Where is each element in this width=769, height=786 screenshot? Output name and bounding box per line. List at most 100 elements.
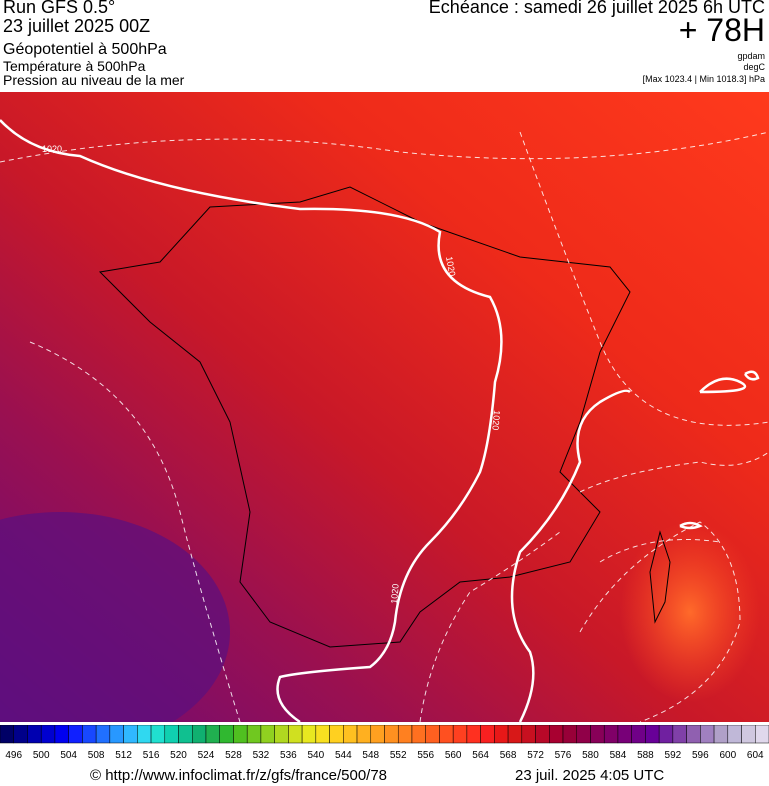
colorbar-label: 544 bbox=[335, 750, 352, 761]
color-swatch bbox=[713, 725, 729, 744]
color-swatch bbox=[411, 725, 426, 744]
color-swatch bbox=[178, 725, 193, 744]
color-swatch bbox=[0, 725, 14, 744]
contour-label: 1020 bbox=[42, 144, 62, 154]
color-swatch bbox=[95, 725, 111, 744]
color-swatch bbox=[109, 725, 124, 744]
colorbar-label: 604 bbox=[747, 750, 764, 761]
color-swatch bbox=[301, 725, 317, 744]
color-swatch bbox=[164, 725, 179, 744]
field: Géopotentiel à 500hPa bbox=[3, 41, 167, 58]
color-swatch bbox=[562, 725, 578, 744]
isotherms bbox=[0, 131, 769, 722]
color-swatch bbox=[480, 725, 495, 744]
color-swatch bbox=[631, 725, 646, 744]
color-swatch bbox=[82, 725, 97, 744]
cold-area bbox=[0, 512, 230, 722]
color-swatch bbox=[233, 725, 248, 744]
color-swatch bbox=[452, 725, 468, 744]
color-swatch bbox=[617, 725, 632, 744]
color-swatch bbox=[123, 725, 138, 744]
colorbar-label: 560 bbox=[445, 750, 462, 761]
colorbar-label: 516 bbox=[143, 750, 160, 761]
source: © http://www.infoclimat.fr/z/gfs/france/… bbox=[90, 767, 388, 784]
color-swatch bbox=[343, 725, 358, 744]
run: Run GFS 0.5° bbox=[3, 0, 116, 17]
map: 1020 1020 1020 1020 bbox=[0, 92, 769, 722]
color-swatch bbox=[535, 725, 550, 744]
color-swatch bbox=[686, 725, 701, 744]
color-swatch bbox=[549, 725, 564, 744]
color-swatch bbox=[603, 725, 619, 744]
field: Température à 500hPa bbox=[3, 58, 146, 74]
color-swatch bbox=[246, 725, 262, 744]
colorbar-label: 548 bbox=[362, 750, 379, 761]
unit: gpdam bbox=[737, 51, 765, 61]
color-swatch bbox=[260, 725, 275, 744]
colorbar-label: 564 bbox=[472, 750, 489, 761]
color-swatch bbox=[439, 725, 454, 744]
colorbar: 496 500 504 508 512 516 520 524 528 532 536 540 544 5… bbox=[0, 725, 769, 761]
colorbar-label: 588 bbox=[637, 750, 654, 761]
color-swatch bbox=[425, 725, 440, 744]
color-swatch bbox=[356, 725, 372, 744]
colorbar-label: 496 bbox=[5, 750, 22, 761]
colorbar-label: 540 bbox=[307, 750, 324, 761]
colorbar-label: 556 bbox=[417, 750, 434, 761]
colorbar-label: 500 bbox=[33, 750, 50, 761]
colorbar-label: 504 bbox=[60, 750, 77, 761]
color-swatch bbox=[274, 725, 289, 744]
color-swatch bbox=[590, 725, 605, 744]
color-swatch bbox=[329, 725, 344, 744]
color-swatch bbox=[68, 725, 83, 744]
color-swatch bbox=[397, 725, 413, 744]
colorbar-label: 508 bbox=[88, 750, 105, 761]
color-swatch bbox=[672, 725, 687, 744]
color-swatch bbox=[205, 725, 220, 744]
contour-label: 1020 bbox=[444, 256, 457, 277]
warm-area bbox=[620, 522, 760, 702]
colorbar-label: 572 bbox=[527, 750, 544, 761]
color-swatch bbox=[27, 725, 42, 744]
run-date: 23 juillet 2025 00Z bbox=[3, 16, 151, 36]
colorbar-label: 536 bbox=[280, 750, 297, 761]
colorbar-label: 528 bbox=[225, 750, 242, 761]
color-swatch bbox=[576, 725, 591, 744]
color-swatch bbox=[741, 725, 756, 744]
unit: degC bbox=[743, 62, 765, 72]
color-swatch bbox=[370, 725, 385, 744]
timestamp: 23 juil. 2025 4:05 UTC bbox=[515, 767, 665, 784]
color-swatch bbox=[315, 725, 330, 744]
colorbar-label: 596 bbox=[692, 750, 709, 761]
color-swatch bbox=[727, 725, 742, 744]
colorbar-label: 568 bbox=[500, 750, 517, 761]
color-swatch bbox=[40, 725, 56, 744]
color-swatch bbox=[54, 725, 69, 744]
range: [Max 1023.4 | Min 1018.3] hPa bbox=[642, 74, 765, 84]
color-swatch bbox=[192, 725, 207, 744]
contour-label: 1020 bbox=[389, 583, 401, 604]
color-swatch bbox=[150, 725, 166, 744]
country-border bbox=[98, 186, 631, 648]
valid-time: Echéance : samedi 26 juillet 2025 6h UTC bbox=[428, 0, 765, 17]
colorbar-label: 580 bbox=[582, 750, 599, 761]
colorbar-label: 584 bbox=[610, 750, 627, 761]
color-swatch bbox=[137, 725, 152, 744]
colorbar-label: 592 bbox=[665, 750, 682, 761]
color-swatch bbox=[219, 725, 234, 744]
contour-label: 1020 bbox=[490, 410, 502, 431]
colorbar-label: 520 bbox=[170, 750, 187, 761]
lead-time: + 78H bbox=[678, 12, 765, 48]
colorbar-label: 576 bbox=[555, 750, 572, 761]
colorbar-label: 524 bbox=[198, 750, 215, 761]
color-swatch bbox=[384, 725, 399, 744]
color-swatch bbox=[645, 725, 660, 744]
colorbar-label: 532 bbox=[253, 750, 270, 761]
color-swatch bbox=[700, 725, 715, 744]
color-swatch bbox=[466, 725, 481, 744]
field: Pression au niveau de la mer bbox=[3, 72, 185, 88]
colorbar-label: 512 bbox=[115, 750, 132, 761]
isobars bbox=[0, 119, 760, 722]
color-swatch bbox=[507, 725, 523, 744]
